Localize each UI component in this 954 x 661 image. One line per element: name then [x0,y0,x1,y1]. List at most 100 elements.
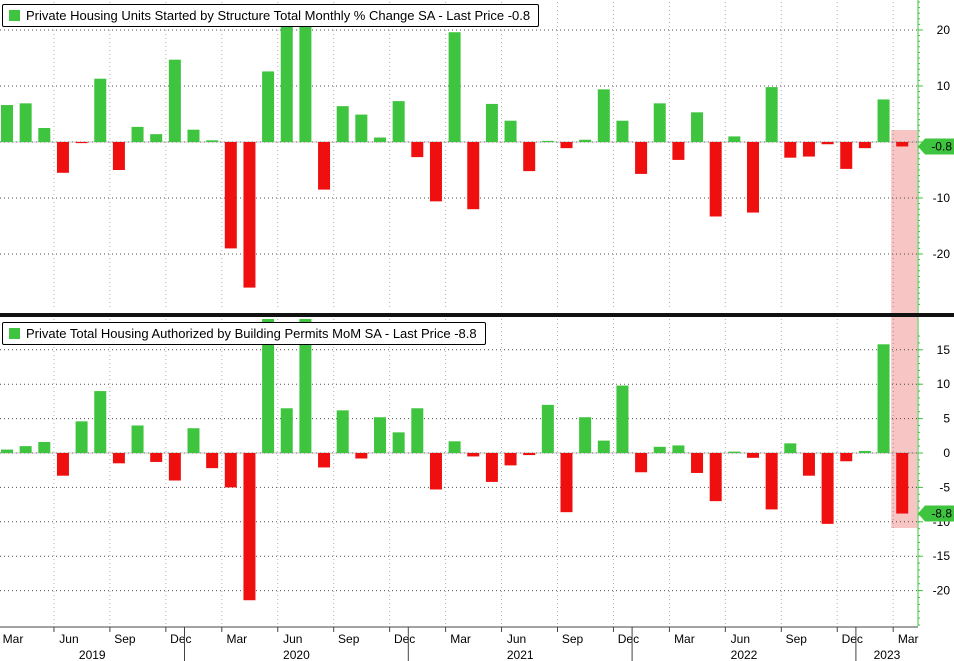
bar [448,32,461,142]
x-tick-label: Dec [394,632,415,646]
bar [75,142,88,144]
y-tick-label: -10 [933,191,951,205]
bar [597,89,610,142]
legend-bottom-chart: Private Total Housing Authorized by Buil… [2,322,486,345]
x-tick-label: Dec [618,632,639,646]
y-tick-label: 10 [937,377,951,391]
x-tick-label: Jun [507,632,526,646]
bar [187,428,200,453]
x-tick-label: Jun [59,632,78,646]
last-value-tag [918,138,954,155]
bar [318,142,331,190]
bar [392,101,405,142]
bar [560,453,573,513]
bar [821,142,834,145]
bar [1,449,13,453]
bar [802,142,815,157]
x-tick-label: Sep [114,632,136,646]
bar [858,450,871,453]
x-tick-label: Dec [842,632,863,646]
bar [206,453,219,469]
bar [784,142,797,158]
bar [243,453,256,601]
last-value-label: -0.8 [931,139,952,153]
y-tick-label: 10 [937,79,951,93]
x-year-label: 2021 [507,648,534,661]
bar [411,408,424,453]
bar [56,453,69,476]
legend-swatch-icon [9,328,20,339]
last-value-label: -8.8 [931,507,952,521]
bar [728,451,741,453]
bar [168,59,181,142]
x-year-label: 2020 [283,648,310,661]
bar [541,404,554,453]
bar [747,142,759,213]
bar [653,103,666,142]
bar [877,99,890,142]
bar [299,319,312,453]
y-tick-label: -5 [939,480,950,494]
bar [411,142,424,158]
bar [355,453,368,459]
bar [280,408,293,453]
bar [336,106,349,142]
bar [150,134,163,142]
x-tick-label: Jun [731,632,750,646]
bar [355,114,368,142]
bar [635,142,648,174]
bar [579,139,592,142]
bar [635,453,648,473]
bars [1,18,909,601]
x-tick-label: Mar [450,632,471,646]
panel-divider [0,313,954,317]
x-tick-label: Dec [170,632,191,646]
bar [56,142,69,173]
bar [187,129,200,142]
bar [485,103,498,142]
bar [19,103,32,142]
x-tick-label: Mar [226,632,247,646]
bar [1,105,13,142]
x-tick-label: Jun [283,632,302,646]
bar [75,421,88,453]
bar [821,453,834,524]
legend-label: Private Total Housing Authorized by Buil… [26,326,477,341]
bar [262,71,275,142]
bar [765,453,778,510]
x-tick-label: Sep [338,632,360,646]
bar [374,417,386,453]
bar [728,136,741,142]
y-tick-label: 20 [937,23,951,37]
bar [131,126,144,142]
x-year-label: 2023 [874,648,901,661]
y-tick-label: 15 [937,343,951,357]
bar [765,87,778,142]
bar [784,443,797,453]
bar [374,137,386,142]
bar [467,453,480,457]
bar [168,453,181,481]
bar [597,440,610,453]
bar [840,453,853,462]
bar [206,140,219,142]
y-tick-label: 0 [943,446,950,460]
bar [672,142,685,160]
bar [504,120,517,142]
bar [38,128,51,142]
bar [653,446,666,453]
last-value-tag [918,505,954,522]
bar [429,142,442,202]
bar [858,142,871,149]
bar [392,432,405,453]
bar [709,142,722,217]
x-year-label: 2022 [731,648,758,661]
legend-label: Private Housing Units Started by Structu… [26,8,531,23]
legend-top-chart: Private Housing Units Started by Structu… [2,4,540,27]
x-tick-label: Sep [786,632,808,646]
bar [299,18,312,142]
bar [691,112,704,142]
bar [131,425,144,453]
